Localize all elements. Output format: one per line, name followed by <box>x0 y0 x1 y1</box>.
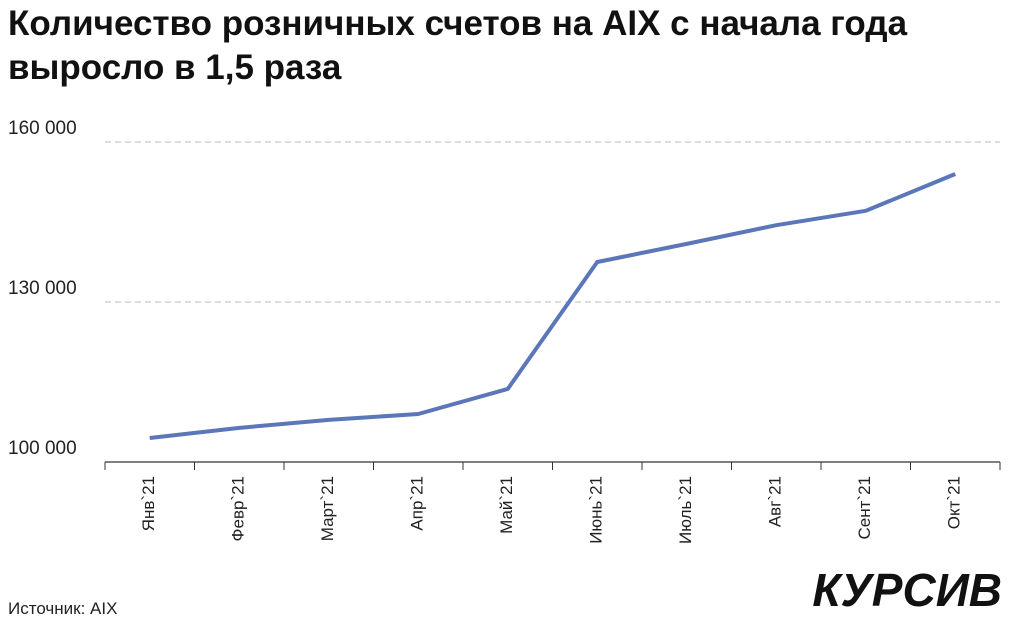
x-tick-label: Февр`21 <box>229 476 248 541</box>
x-tick-label: Май`21 <box>497 476 516 534</box>
x-tick-label: Март`21 <box>318 476 337 541</box>
y-tick-label: 130 000 <box>8 278 77 299</box>
x-tick-label: Июнь`21 <box>587 476 606 544</box>
chart-title: Количество розничных счетов на AIX с нач… <box>8 4 908 87</box>
data-line <box>149 172 957 440</box>
x-tick-label: Июль`21 <box>676 476 695 544</box>
y-tick-label: 100 000 <box>8 438 77 459</box>
x-tick-label: Окт`21 <box>945 476 964 529</box>
x-tick-label: Янв`21 <box>139 476 158 531</box>
x-tick-label: Авг`21 <box>766 476 785 527</box>
brand-logo: КУРСИВ <box>812 564 1002 616</box>
x-tick-label: Сент`21 <box>855 476 874 539</box>
y-tick-label: 160 000 <box>8 118 77 139</box>
source: Источник: AIX <box>8 599 117 618</box>
x-tick-label: Апр`21 <box>408 476 427 531</box>
